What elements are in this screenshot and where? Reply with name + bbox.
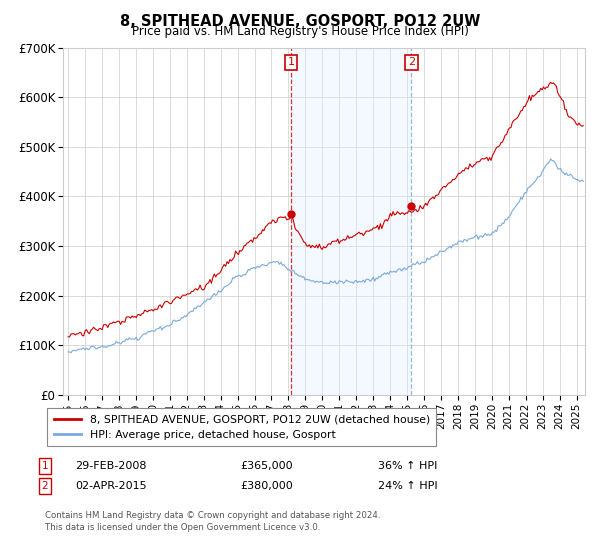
Text: 8, SPITHEAD AVENUE, GOSPORT, PO12 2UW: 8, SPITHEAD AVENUE, GOSPORT, PO12 2UW bbox=[120, 14, 480, 29]
Text: £380,000: £380,000 bbox=[240, 481, 293, 491]
Text: Price paid vs. HM Land Registry's House Price Index (HPI): Price paid vs. HM Land Registry's House … bbox=[131, 25, 469, 38]
Bar bbox=[291, 48, 411, 395]
Text: 02-APR-2015: 02-APR-2015 bbox=[75, 481, 146, 491]
Text: 36% ↑ HPI: 36% ↑ HPI bbox=[378, 461, 437, 471]
Text: 2: 2 bbox=[408, 58, 415, 68]
Legend: 8, SPITHEAD AVENUE, GOSPORT, PO12 2UW (detached house), HPI: Average price, deta: 8, SPITHEAD AVENUE, GOSPORT, PO12 2UW (d… bbox=[47, 408, 436, 446]
Text: £365,000: £365,000 bbox=[240, 461, 293, 471]
Text: 29-FEB-2008: 29-FEB-2008 bbox=[75, 461, 146, 471]
Text: 2: 2 bbox=[41, 481, 49, 491]
Text: 24% ↑ HPI: 24% ↑ HPI bbox=[378, 481, 437, 491]
Text: Contains HM Land Registry data © Crown copyright and database right 2024.
This d: Contains HM Land Registry data © Crown c… bbox=[45, 511, 380, 531]
Text: 1: 1 bbox=[287, 58, 295, 68]
Text: 1: 1 bbox=[41, 461, 49, 471]
